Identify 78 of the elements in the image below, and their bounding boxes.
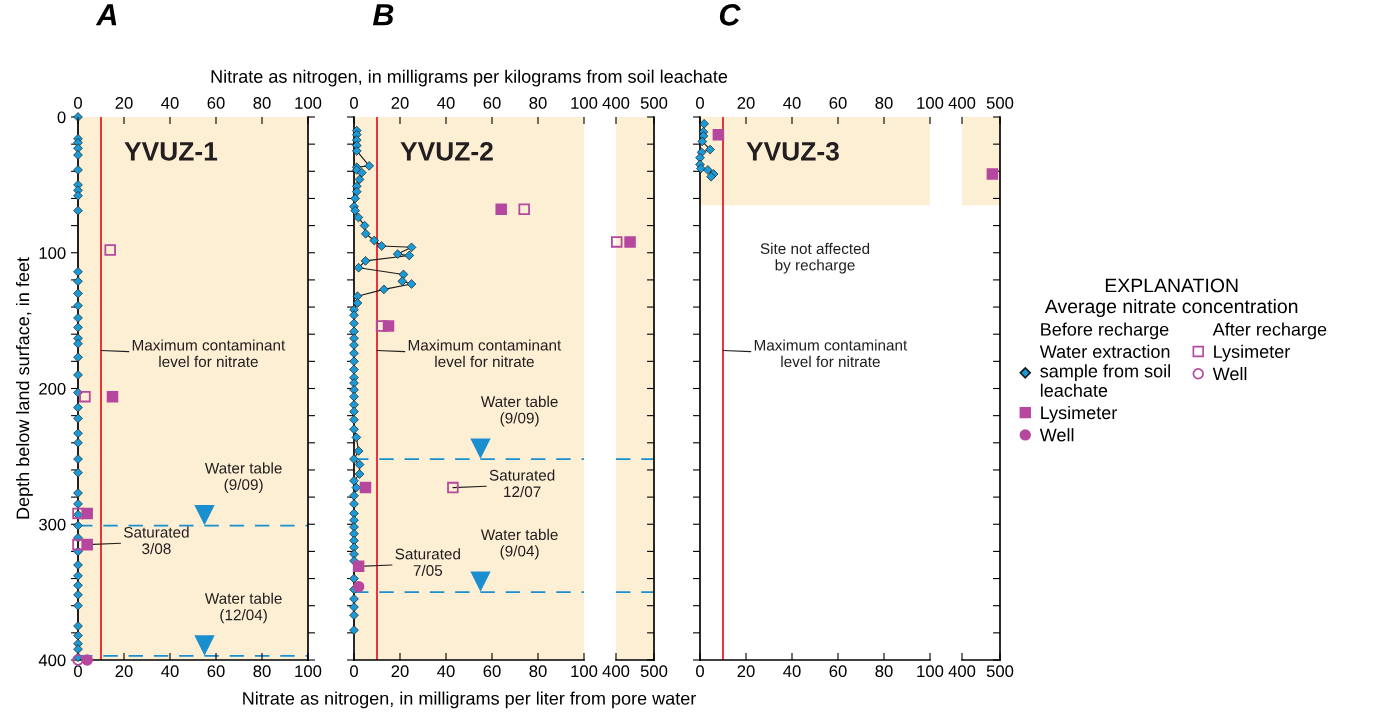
ref-line-label: Water table (9/09) xyxy=(480,395,558,427)
text: Average nitrate concentration xyxy=(1044,298,1298,318)
legend-label: Water extraction sample from soil leachate xyxy=(1039,344,1170,397)
x-tick-label: 40 xyxy=(437,665,455,678)
annotation: Saturated 3/08 xyxy=(124,526,189,555)
x-tick-label: 0 xyxy=(350,665,358,678)
ref-line-label: Maximum contaminant level for nitrate xyxy=(754,339,908,368)
ref-line-label: Water table (9/04) xyxy=(480,528,558,560)
x2-tick-label: 40 xyxy=(783,97,801,109)
x2-tick-label: 0 xyxy=(350,97,358,109)
y-tick-label: 200 xyxy=(39,382,66,395)
x-tick-label: 60 xyxy=(483,665,501,678)
x2-axis-title: Nitrate as nitrogen, in milligrams per kilograms from soil leachate xyxy=(211,69,728,87)
annotation: Saturated 7/05 xyxy=(395,548,460,576)
x-tick-label: 80 xyxy=(529,665,547,678)
x-tick-label: 0 xyxy=(696,665,704,678)
x-tick-label: 40 xyxy=(161,665,179,678)
x-tick-label: 100 xyxy=(571,665,598,678)
legend-label: Lysimeter xyxy=(1214,344,1290,362)
x-axis-title: Nitrate as nitrogen, in milligrams per liter from pore water xyxy=(243,691,696,709)
x2-tick-label: 500 xyxy=(986,97,1014,109)
x-tick-label: 400 xyxy=(948,665,976,678)
y-tick-label: 300 xyxy=(39,518,66,531)
ref-line-label: Water table (12/04) xyxy=(204,592,282,624)
chart-title: B xyxy=(372,4,394,26)
chart-title: A xyxy=(95,4,117,26)
x2-tick-label: 0 xyxy=(74,97,82,109)
x-tick-label: 20 xyxy=(737,665,755,678)
x2-tick-label: 80 xyxy=(253,97,271,109)
text: YVUZ-1 xyxy=(124,142,218,161)
x2-tick-label: 0 xyxy=(696,97,704,109)
ref-line-label: Maximum contaminant level for nitrate xyxy=(132,339,286,368)
x2-tick-label: 20 xyxy=(391,97,409,109)
x2-tick-label: 100 xyxy=(571,97,598,109)
x-tick-label: 60 xyxy=(207,665,225,678)
x2-tick-label: 80 xyxy=(529,97,547,109)
x2-tick-label: 500 xyxy=(640,97,668,109)
x-tick-label: 20 xyxy=(391,665,409,678)
y-tick-label: 0 xyxy=(57,111,66,124)
x2-tick-label: 80 xyxy=(875,97,893,109)
annotation: Saturated 12/07 xyxy=(489,469,555,498)
legend-label: Well xyxy=(1039,428,1074,442)
x-tick-label: 20 xyxy=(115,665,133,678)
x2-tick-label: 60 xyxy=(483,97,501,109)
x-tick-label: 80 xyxy=(253,665,271,678)
x2-tick-label: 40 xyxy=(161,97,179,109)
y-tick-label: 100 xyxy=(39,247,66,259)
x-tick-label: 100 xyxy=(917,665,944,678)
x2-tick-label: 60 xyxy=(829,97,847,109)
chart-title: C xyxy=(719,4,741,26)
text: After recharge xyxy=(1212,322,1327,340)
y-axis-title: Depth below land surface, in feet xyxy=(16,257,33,519)
x2-tick-label: 100 xyxy=(295,97,322,109)
text: Before recharge xyxy=(1041,322,1169,340)
x2-tick-label: 400 xyxy=(948,97,976,109)
x-tick-label: 0 xyxy=(74,665,82,678)
x-tick-label: 400 xyxy=(602,665,630,678)
legend-label: Lysimeter xyxy=(1041,405,1118,423)
x2-tick-label: 40 xyxy=(437,97,455,109)
x-tick-label: 100 xyxy=(295,665,322,678)
x-tick-label: 80 xyxy=(875,665,893,678)
ref-line-label: Water table (9/09) xyxy=(204,462,282,494)
x-tick-label: 500 xyxy=(640,665,668,678)
text: YVUZ-2 xyxy=(400,142,493,161)
text: YVUZ-3 xyxy=(746,142,839,161)
legend-label: Well xyxy=(1212,367,1247,381)
x2-tick-label: 20 xyxy=(737,97,755,109)
x-tick-label: 60 xyxy=(829,665,847,678)
x-tick-label: 40 xyxy=(783,665,801,678)
annotation: Site not affected by recharge xyxy=(760,242,870,274)
y-tick-label: 400 xyxy=(38,654,66,667)
x-tick-label: 500 xyxy=(986,665,1014,678)
ref-line-label: Maximum contaminant level for nitrate xyxy=(408,339,562,368)
x2-tick-label: 60 xyxy=(207,97,225,109)
legend-title: EXPLANATION xyxy=(1105,278,1238,293)
x2-tick-label: 400 xyxy=(602,97,630,109)
x2-tick-label: 100 xyxy=(917,97,944,109)
x2-tick-label: 20 xyxy=(115,97,133,109)
